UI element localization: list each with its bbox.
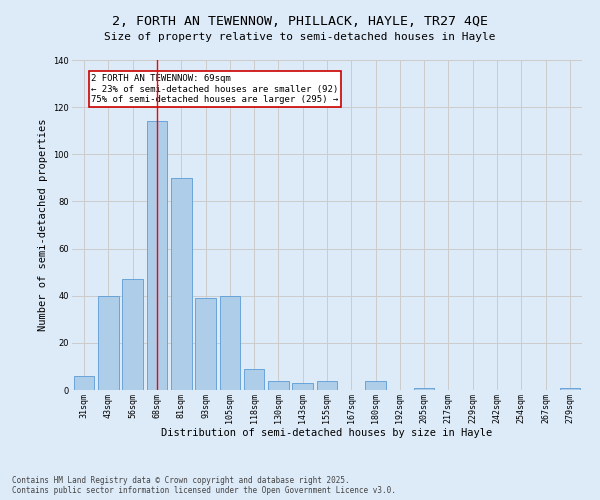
Bar <box>268 380 289 390</box>
Text: 2 FORTH AN TEWENNOW: 69sqm
← 23% of semi-detached houses are smaller (92)
75% of: 2 FORTH AN TEWENNOW: 69sqm ← 23% of semi… <box>91 74 338 104</box>
Y-axis label: Number of semi-detached properties: Number of semi-detached properties <box>38 118 48 331</box>
Text: 2, FORTH AN TEWENNOW, PHILLACK, HAYLE, TR27 4QE: 2, FORTH AN TEWENNOW, PHILLACK, HAYLE, T… <box>112 15 488 28</box>
Bar <box>292 383 313 390</box>
Bar <box>171 178 191 390</box>
Bar <box>74 376 94 390</box>
Bar <box>560 388 580 390</box>
Bar <box>98 296 119 390</box>
X-axis label: Distribution of semi-detached houses by size in Hayle: Distribution of semi-detached houses by … <box>161 428 493 438</box>
Text: Contains HM Land Registry data © Crown copyright and database right 2025.
Contai: Contains HM Land Registry data © Crown c… <box>12 476 396 495</box>
Bar <box>146 122 167 390</box>
Text: Size of property relative to semi-detached houses in Hayle: Size of property relative to semi-detach… <box>104 32 496 42</box>
Bar <box>244 369 265 390</box>
Bar <box>195 298 216 390</box>
Bar <box>317 380 337 390</box>
Bar <box>365 380 386 390</box>
Bar <box>220 296 240 390</box>
Bar <box>414 388 434 390</box>
Bar <box>122 279 143 390</box>
